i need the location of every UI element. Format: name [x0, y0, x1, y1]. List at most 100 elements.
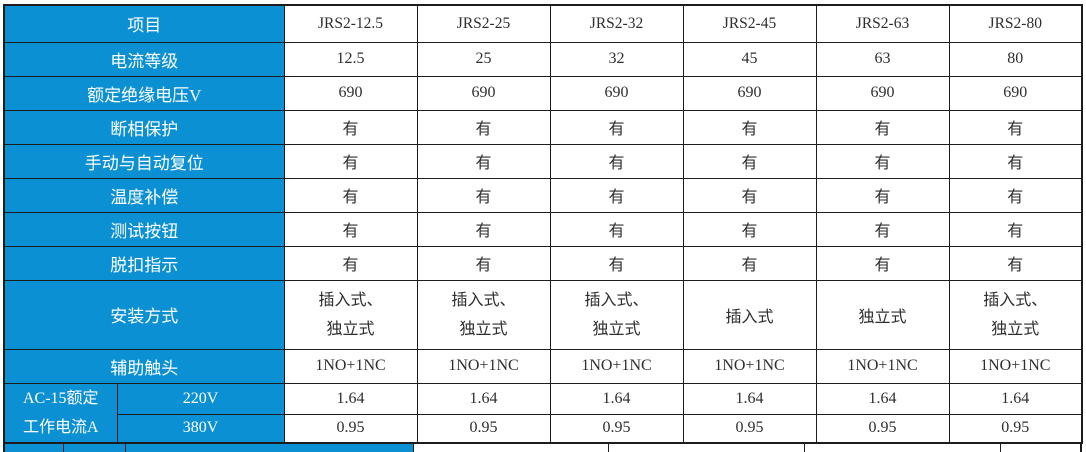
cell-test-button-col4: 有: [815, 211, 950, 247]
cell-temperature-compensation-col5: 有: [948, 177, 1083, 213]
cell-380v-col5: 0.95: [948, 413, 1083, 444]
cell-trip-indicator-col2: 有: [549, 245, 684, 281]
row-label-auxiliary-contact: 辅助触头: [3, 348, 285, 384]
cell-manual-auto-reset-col5: 有: [948, 143, 1083, 179]
cell-current-class-col4: 63: [815, 41, 950, 77]
cell-mounting-type-col3: 插入式: [682, 279, 817, 350]
cell-manual-auto-reset-col4: 有: [815, 143, 950, 179]
header-model-jrs2-45: JRS2-45: [682, 4, 817, 43]
cell-phase-failure-protection-col1: 有: [416, 109, 551, 145]
table-row-current-class: 电流等级 12.5 25 32 45 63 80: [3, 41, 1083, 77]
cell-phase-failure-protection-col2: 有: [549, 109, 684, 145]
cell-manual-auto-reset-col3: 有: [682, 143, 817, 179]
cell-auxiliary-contact-col0: 1NO+1NC: [283, 348, 418, 384]
table-row-trip-indicator: 脱扣指示有有有有有有: [3, 245, 1083, 281]
cell-current-class-col3: 45: [682, 41, 817, 77]
row-sublabel-380v: 380V: [116, 413, 285, 444]
partial-cell: [64, 444, 126, 452]
cell-temperature-compensation-col0: 有: [283, 177, 418, 213]
cell-trip-indicator-col4: 有: [815, 245, 950, 281]
cell-current-class-col2: 32: [549, 41, 684, 77]
row-label-mounting-type: 安装方式: [3, 279, 285, 350]
cell-220v-col3: 1.64: [682, 382, 817, 415]
cell-380v-col2: 0.95: [549, 413, 684, 444]
row-label-temperature-compensation: 温度补偿: [3, 177, 285, 213]
partial-cell: [414, 444, 609, 452]
cell-rated-insulation-voltage-col0: 690: [283, 75, 418, 111]
cell-test-button-col2: 有: [549, 211, 684, 247]
row-label-ac15-rated-working-current: AC-15额定 工作电流A: [3, 382, 118, 444]
cell-auxiliary-contact-col1: 1NO+1NC: [416, 348, 551, 384]
row-sublabel-220v: 220V: [116, 382, 285, 415]
partial-next-row: [3, 442, 1082, 452]
header-model-jrs2-12-5: JRS2-12.5: [283, 4, 418, 43]
cell-test-button-col3: 有: [682, 211, 817, 247]
partial-cell: [126, 444, 414, 452]
cell-380v-col4: 0.95: [815, 413, 950, 444]
cell-380v-col3: 0.95: [682, 413, 817, 444]
cell-rated-insulation-voltage-col3: 690: [682, 75, 817, 111]
table-row-manual-auto-reset: 手动与自动复位有有有有有有: [3, 143, 1083, 179]
header-model-jrs2-63: JRS2-63: [815, 4, 950, 43]
table-row-test-button: 测试按钮有有有有有有: [3, 211, 1083, 247]
table-row-auxiliary-contact: 辅助触头 1NO+1NC 1NO+1NC 1NO+1NC 1NO+1NC 1NO+1NC 1…: [3, 348, 1083, 384]
cell-manual-auto-reset-col2: 有: [549, 143, 684, 179]
cell-mounting-type-col1: 插入式、 独立式: [416, 279, 551, 350]
cell-mounting-type-col5: 插入式、 独立式: [948, 279, 1083, 350]
cell-mounting-type-col4: 独立式: [815, 279, 950, 350]
group-label-line: AC-15额定: [22, 389, 99, 407]
cell-phase-failure-protection-col3: 有: [682, 109, 817, 145]
header-model-jrs2-25: JRS2-25: [416, 4, 551, 43]
cell-trip-indicator-col1: 有: [416, 245, 551, 281]
cell-380v-col0: 0.95: [283, 413, 418, 444]
row-label-manual-auto-reset: 手动与自动复位: [3, 143, 285, 179]
cell-rated-insulation-voltage-col5: 690: [948, 75, 1083, 111]
cell-phase-failure-protection-col5: 有: [948, 109, 1083, 145]
cell-current-class-col0: 12.5: [283, 41, 418, 77]
group-label-line: 工作电流A: [22, 418, 99, 436]
cell-mounting-type-col2: 插入式、 独立式: [549, 279, 684, 350]
cell-temperature-compensation-col1: 有: [416, 177, 551, 213]
table-header-row: 项目 JRS2-12.5 JRS2-25 JRS2-32 JRS2-45 JRS…: [3, 4, 1083, 43]
spec-table: 项目 JRS2-12.5 JRS2-25 JRS2-32 JRS2-45 JRS…: [3, 4, 1083, 444]
partial-cell: [5, 444, 64, 452]
table-row-phase-failure-protection: 断相保护有有有有有有: [3, 109, 1083, 145]
cell-220v-col5: 1.64: [948, 382, 1083, 415]
header-model-jrs2-80: JRS2-80: [948, 4, 1083, 43]
cell-auxiliary-contact-col5: 1NO+1NC: [948, 348, 1083, 384]
cell-trip-indicator-col0: 有: [283, 245, 418, 281]
table-row-temperature-compensation: 温度补偿有有有有有有: [3, 177, 1083, 213]
row-label-test-button: 测试按钮: [3, 211, 285, 247]
cell-auxiliary-contact-col2: 1NO+1NC: [549, 348, 684, 384]
cell-220v-col2: 1.64: [549, 382, 684, 415]
cell-temperature-compensation-col3: 有: [682, 177, 817, 213]
row-label-trip-indicator: 脱扣指示: [3, 245, 285, 281]
table-row-ac15-rated-working-current-220v: AC-15额定 工作电流A 220V 1.64 1.64 1.64 1.64 1.64 1.64: [3, 382, 1083, 444]
cell-rated-insulation-voltage-col2: 690: [549, 75, 684, 111]
table-row-mounting-type: 安装方式 插入式、 独立式 插入式、 独立式 插入式、 独立式 插入式 独立式 插入式、 独…: [3, 279, 1083, 350]
cell-test-button-col1: 有: [416, 211, 551, 247]
row-label-current-class: 电流等级: [3, 41, 285, 77]
cell-manual-auto-reset-col1: 有: [416, 143, 551, 179]
cell-temperature-compensation-col2: 有: [549, 177, 684, 213]
cell-temperature-compensation-col4: 有: [815, 177, 950, 213]
cell-380v-col1: 0.95: [416, 413, 551, 444]
cell-auxiliary-contact-col3: 1NO+1NC: [682, 348, 817, 384]
cell-trip-indicator-col3: 有: [682, 245, 817, 281]
partial-cell: [805, 444, 1001, 452]
cell-220v-col0: 1.64: [283, 382, 418, 415]
spec-table-body: 电流等级 12.5 25 32 45 63 80 额定绝缘电压V 690 690 690 690 690…: [3, 41, 1083, 444]
cell-current-class-col1: 25: [416, 41, 551, 77]
header-model-jrs2-32: JRS2-32: [549, 4, 684, 43]
cell-220v-col4: 1.64: [815, 382, 950, 415]
table-row-rated-insulation-voltage: 额定绝缘电压V 690 690 690 690 690 690: [3, 75, 1083, 111]
cell-test-button-col5: 有: [948, 211, 1083, 247]
cell-rated-insulation-voltage-col1: 690: [416, 75, 551, 111]
cell-phase-failure-protection-col0: 有: [283, 109, 418, 145]
partial-cell: [609, 444, 805, 452]
row-label-phase-failure-protection: 断相保护: [3, 109, 285, 145]
cell-current-class-col5: 80: [948, 41, 1083, 77]
cell-manual-auto-reset-col0: 有: [283, 143, 418, 179]
header-item-label: 项目: [3, 4, 285, 43]
